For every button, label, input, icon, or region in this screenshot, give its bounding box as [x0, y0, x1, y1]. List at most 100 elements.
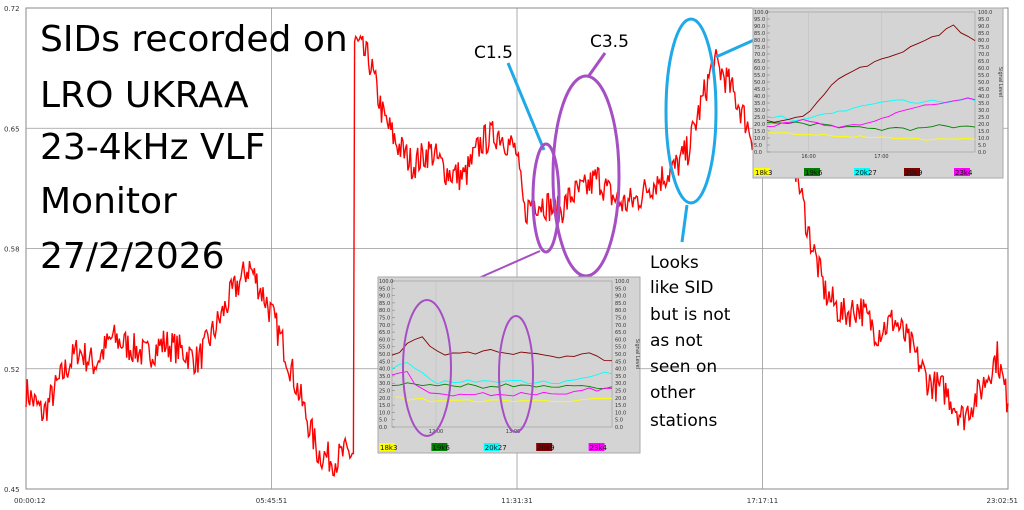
inset-y-tick-right: 25.0 — [978, 115, 989, 121]
inset-y-tick: 80.0 — [379, 308, 390, 314]
inset-legend-swatch — [483, 443, 500, 451]
c15-ellipse — [531, 142, 561, 254]
inset-y-tick-right: 90.0 — [615, 294, 626, 300]
inset-series-19k6 — [766, 121, 976, 131]
note-line-1: Looks — [650, 253, 699, 273]
inset-y-tick: 60.0 — [379, 337, 390, 343]
inset-y-tick: 85.0 — [754, 31, 765, 37]
note-line-6: other — [650, 383, 695, 403]
inset-y-tick: 45.0 — [754, 87, 765, 93]
inset-y-tick-right: 10.0 — [978, 136, 989, 142]
inset-y-tick-right: 95.0 — [978, 17, 989, 23]
inset-y-tick: 80.0 — [754, 38, 765, 44]
inset-ellipse-left — [402, 299, 452, 437]
inset-y-tick: 65.0 — [754, 59, 765, 65]
x-tick-label: 11:31:31 — [501, 497, 532, 505]
inset-y-tick-right: 60.0 — [615, 337, 626, 343]
inset-y-tick-right: 40.0 — [978, 94, 989, 100]
inset-y-tick: 95.0 — [379, 286, 390, 292]
inset-y-tick-right: 25.0 — [615, 389, 626, 395]
x-axis-ticks: 00:00:12 05:45:51 11:31:31 17:17:11 23:02:51 — [14, 497, 1018, 505]
title-line-3: 23-4kHz VLF — [40, 127, 265, 168]
inset-y-tick: 45.0 — [379, 359, 390, 365]
note-line-4: as not — [650, 331, 703, 351]
false-sid-ellipse — [664, 17, 718, 205]
inset-y-tick-right: 0.0 — [615, 425, 623, 431]
inset-y-tick-right: 35.0 — [978, 101, 989, 107]
inset-y-tick: 15.0 — [754, 129, 765, 135]
inset-y-tick: 20.0 — [754, 122, 765, 128]
note-line-2: like SID — [650, 278, 713, 298]
inset-y-tick-right: 85.0 — [978, 31, 989, 37]
inset-y-tick-right: 35.0 — [615, 374, 626, 380]
inset-legend-swatch — [536, 443, 553, 451]
y-tick-label: 0.65 — [4, 125, 20, 133]
inset-legend-label: 19k6 — [805, 169, 823, 177]
inset-y-tick-right: 15.0 — [615, 403, 626, 409]
inset-y-tick: 10.0 — [379, 410, 390, 416]
inset-y-tick: 25.0 — [379, 389, 390, 395]
note-line-3: but is not — [650, 305, 731, 325]
inset-x-tick: 17:00 — [874, 154, 888, 160]
title-line-2: LRO UKRAA — [40, 75, 249, 116]
x-tick-label: 23:02:51 — [987, 497, 1018, 505]
false-sid-pointer-down — [680, 204, 689, 243]
inset-series-23k4 — [766, 97, 976, 128]
inset-y-tick: 50.0 — [379, 352, 390, 358]
y-tick-label: 0.45 — [4, 486, 20, 494]
inset-y-tick-right: 100.0 — [615, 279, 629, 285]
inset-plot-area — [766, 11, 976, 153]
inset-legend-swatch — [379, 443, 395, 451]
false-sid-note: Looks like SID but is not as not seen on… — [650, 253, 731, 431]
title-line-1: SIDs recorded on — [40, 19, 348, 60]
inset-legend-label: 23k4 — [955, 169, 973, 177]
y-tick-label: 0.52 — [4, 366, 20, 374]
inset-y-tick-right: 5.0 — [615, 418, 623, 424]
flare-label-c15: C1.5 — [474, 43, 513, 63]
y-axis-ticks: 0.72 0.65 0.58 0.52 0.45 — [4, 5, 20, 494]
inset-legend-label: 18k3 — [755, 169, 772, 177]
inset-y-tick: 85.0 — [379, 301, 390, 307]
inset-legend-swatch — [904, 168, 920, 176]
x-tick-label: 05:45:51 — [256, 497, 287, 505]
inset-legend-swatch — [854, 168, 870, 176]
inset-series-20k9 — [391, 336, 613, 362]
inset-y-tick: 0.0 — [379, 425, 387, 431]
inset-legend-swatch — [754, 168, 770, 176]
inset-y-tick-right: 55.0 — [615, 345, 626, 351]
inset-legend-label: 23k4 — [590, 444, 608, 452]
inset-y-tick: 65.0 — [379, 330, 390, 336]
inset-legend-label: 20k27 — [485, 444, 507, 452]
inset-y-tick: 90.0 — [754, 24, 765, 30]
inset-y-tick-right: 45.0 — [615, 359, 626, 365]
inset-series-20k27 — [391, 362, 613, 385]
inset-chart-top-right: 100.0 100.095.0 95.090.0 90.085.0 85.080.0 80… — [752, 7, 1004, 179]
inset-y-tick-right: 55.0 — [978, 73, 989, 79]
inset-y-tick: 0.0 — [754, 150, 762, 156]
inset-legend-label: 20k9 — [537, 444, 554, 452]
flare-label-c35: C3.5 — [590, 32, 629, 52]
inset-series-23k4 — [391, 371, 613, 397]
inset-y-tick-right: 65.0 — [615, 330, 626, 336]
inset-y-tick: 60.0 — [754, 66, 765, 72]
inset-y-tick-right: 100.0 — [978, 10, 992, 16]
inset-x-tick: 16:00 — [801, 154, 815, 160]
false-sid-pointer-inset — [715, 38, 755, 59]
inset-y-tick: 5.0 — [379, 418, 387, 424]
inset-y-tick-right: 0.0 — [978, 150, 986, 156]
inset-y-tick-right: 75.0 — [615, 316, 626, 322]
note-line-5: seen on — [650, 357, 717, 377]
inset-series-18k3 — [391, 396, 613, 403]
inset-legend-swatch — [804, 168, 820, 176]
inset-y-tick: 75.0 — [754, 45, 765, 51]
inset-y-tick: 30.0 — [754, 108, 765, 114]
inset-y-tick: 15.0 — [379, 403, 390, 409]
inset-series-18k3 — [766, 131, 976, 141]
inset-y-tick-right: 85.0 — [615, 301, 626, 307]
inset-y-tick: 70.0 — [379, 323, 390, 329]
inset-y-tick-right: 90.0 — [978, 24, 989, 30]
inset-y-tick: 30.0 — [379, 381, 390, 387]
inset-legend-label: 19k6 — [432, 444, 450, 452]
inset-y-tick-right: 45.0 — [978, 87, 989, 93]
